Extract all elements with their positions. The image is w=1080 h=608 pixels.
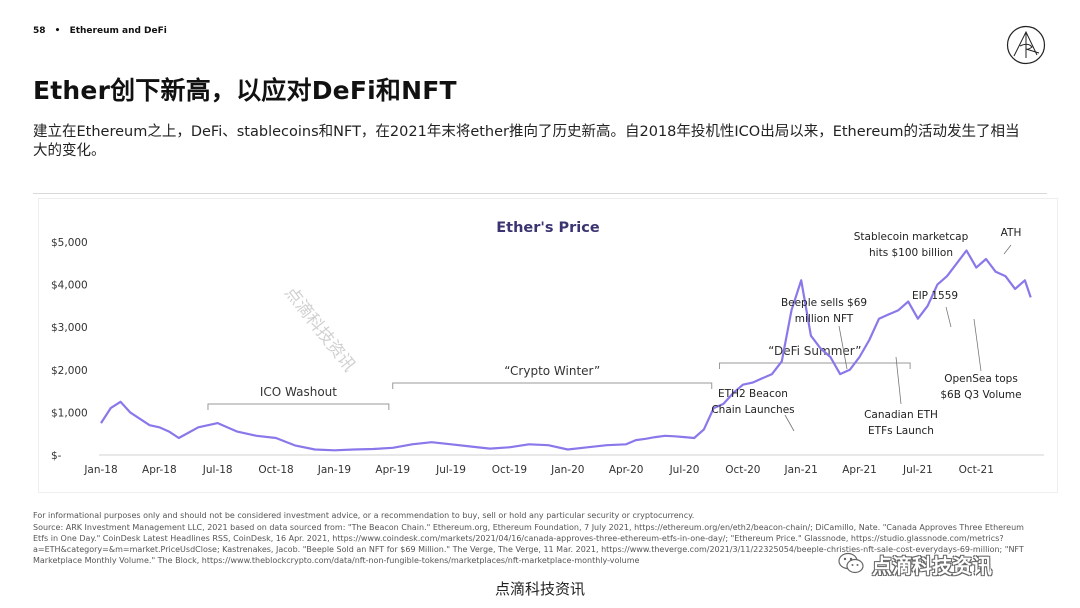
annotation-label: hits $100 billion [869, 247, 953, 259]
y-tick-label: $1,000 [51, 407, 88, 419]
x-tick-label: Apr-18 [142, 464, 177, 476]
annotation-label: $6B Q3 Volume [940, 389, 1021, 401]
x-tick-label: Apr-21 [842, 464, 877, 476]
ark-logo-icon [1006, 25, 1046, 65]
source-text: Source: ARK Investment Management LLC, 2… [33, 523, 1024, 565]
y-tick-label: $- [51, 450, 62, 462]
y-axis: $5,000 $4,000 $3,000 $2,000 $1,000 $- [51, 237, 88, 462]
period-bracket [207, 403, 390, 410]
x-tick-label: Jul-19 [435, 464, 466, 476]
annotation-leader [784, 414, 795, 432]
wechat-watermark: 点滴科技资讯 [838, 548, 1048, 578]
chart-title: Ether's Price [496, 220, 600, 236]
ether-price-chart: Ether's Price $5,000 $4,000 $3,000 $2,000 $1… [51, 220, 1044, 476]
annotation-label: OpenSea tops [944, 373, 1018, 385]
annotation-leader [838, 325, 848, 370]
x-tick-label: Oct-20 [725, 464, 760, 476]
period-label: “DeFi Summer” [768, 344, 861, 358]
annotations: Stablecoin marketcap hits $100 billion ATH… [711, 227, 1021, 437]
x-tick-label: Jan-19 [317, 464, 351, 476]
annotation-label: Beeple sells $69 [781, 297, 867, 309]
section-title: Ethereum and DeFi [69, 26, 167, 36]
x-axis: Jan-18 Apr-18 Jul-18 Oct-18 Jan-19 Apr-19 Jul-… [83, 464, 994, 476]
x-tick-label: Jan-21 [784, 464, 818, 476]
x-tick-label: Jul-21 [902, 464, 933, 476]
x-tick-label: Apr-20 [609, 464, 644, 476]
x-tick-label: Jul-20 [669, 464, 700, 476]
page-title: Ether创下新高，以应对DeFi和NFT [33, 76, 457, 105]
period-label: “Crypto Winter” [504, 364, 600, 378]
x-tick-label: Jan-18 [83, 464, 117, 476]
page-header: 58 • Ethereum and DeFi [33, 26, 167, 36]
x-tick-label: Oct-21 [959, 464, 994, 476]
price-line [100, 249, 1032, 452]
wechat-account-name: 点滴科技资讯 [872, 554, 992, 578]
page-subtitle: 建立在Ethereum之上，DeFi、stablecoins和NFT，在2021… [33, 124, 1020, 159]
annotation-label: million NFT [795, 313, 854, 325]
watermark-bottom: 点滴科技资讯 [494, 580, 585, 598]
x-tick-label: Jan-20 [550, 464, 584, 476]
period-bracket [392, 382, 713, 389]
y-tick-label: $3,000 [51, 322, 88, 334]
annotation-leader [895, 356, 902, 405]
period-label: ICO Washout [260, 385, 337, 399]
page-number: 58 [33, 26, 46, 36]
x-tick-label: Oct-18 [258, 464, 293, 476]
y-tick-label: $5,000 [51, 237, 88, 249]
price-series [100, 249, 1032, 452]
header-separator: • [54, 26, 61, 36]
annotation-leader [945, 306, 952, 328]
x-tick-label: Jul-18 [202, 464, 233, 476]
y-tick-label: $4,000 [51, 280, 88, 292]
annotation-label: Canadian ETH [864, 409, 938, 421]
disclaimer-text: For informational purposes only and shou… [33, 511, 695, 520]
x-tick-label: Apr-19 [375, 464, 410, 476]
annotation-leader [973, 318, 982, 372]
period-bracket [719, 362, 911, 369]
y-tick-label: $2,000 [51, 365, 88, 377]
annotation-label: ATH [1001, 227, 1022, 239]
annotation-label: EIP 1559 [912, 290, 958, 302]
annotation-label: ETH2 Beacon [718, 388, 788, 400]
annotation-label: Stablecoin marketcap [854, 231, 969, 243]
divider [33, 193, 1047, 194]
annotation-label: ETFs Launch [868, 425, 934, 437]
chart-container: Ether's Price $5,000 $4,000 $3,000 $2,000 $1… [38, 198, 1058, 493]
period-brackets: ICO Washout “Crypto Winter” “DeFi Summer” [207, 344, 911, 410]
annotation-label: Chain Launches [711, 404, 794, 416]
wechat-icon [838, 552, 864, 574]
annotation-leader [1003, 244, 1012, 255]
x-tick-label: Oct-19 [492, 464, 527, 476]
